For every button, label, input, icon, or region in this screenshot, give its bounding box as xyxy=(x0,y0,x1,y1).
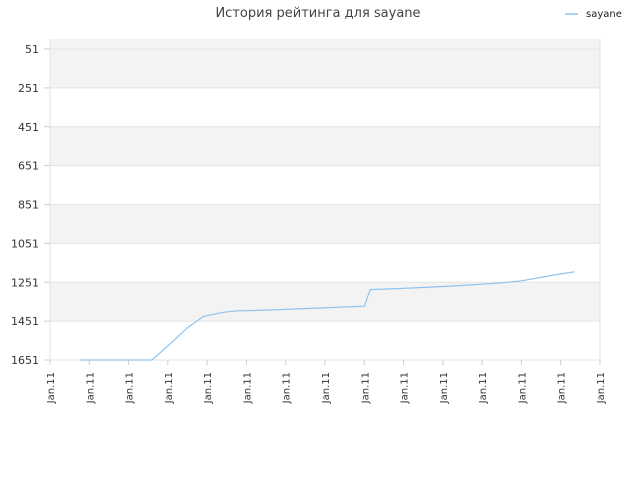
plot-area xyxy=(49,39,601,361)
x-tick-label: Jan.11 xyxy=(439,372,450,404)
x-tick-label: Jan.11 xyxy=(282,372,293,404)
y-axis: 51 251 451 651 851 1051 1251 1451 1651 xyxy=(11,43,50,367)
y-tick-label: 1251 xyxy=(11,276,39,289)
x-tick-label: Jan.11 xyxy=(46,372,57,404)
x-tick-label: Jan.11 xyxy=(517,372,528,404)
y-tick-label: 51 xyxy=(25,43,39,56)
x-tick-label: Jan.11 xyxy=(596,372,607,404)
grid-band xyxy=(50,126,600,166)
y-tick-label: 251 xyxy=(18,82,39,95)
y-tick-label: 1651 xyxy=(11,354,39,367)
y-tick-label: 451 xyxy=(18,121,39,134)
grid-band xyxy=(50,204,600,244)
x-tick-label: Jan.11 xyxy=(321,372,332,404)
x-axis: Jan.11 Jan.11 Jan.11 Jan.11 Jan.11 Jan.11 Jan.… xyxy=(46,360,607,404)
legend-label-sayane: sayane xyxy=(586,9,622,20)
series-layer xyxy=(79,271,575,361)
x-tick-label: Jan.11 xyxy=(85,372,96,404)
chart-title: История рейтинга для sayane xyxy=(215,6,420,21)
x-tick-label: Jan.11 xyxy=(164,372,175,404)
x-tick-label: Jan.11 xyxy=(478,372,489,404)
y-tick-label: 651 xyxy=(18,160,39,173)
grid-band xyxy=(50,282,600,322)
x-tick-label: Jan.11 xyxy=(203,372,214,404)
y-tick-label: 1451 xyxy=(11,315,39,328)
series-line-sayane xyxy=(79,271,575,361)
y-tick-label: 1051 xyxy=(11,237,39,250)
x-tick-label: Jan.11 xyxy=(400,372,411,404)
grid-band xyxy=(50,40,600,88)
x-tick-label: Jan.11 xyxy=(360,372,371,404)
legend[interactable]: sayane xyxy=(565,9,622,20)
x-tick-label: Jan.11 xyxy=(557,372,568,404)
x-tick-label: Jan.11 xyxy=(125,372,136,404)
x-tick-label: Jan.11 xyxy=(242,372,253,404)
y-tick-label: 851 xyxy=(18,199,39,212)
